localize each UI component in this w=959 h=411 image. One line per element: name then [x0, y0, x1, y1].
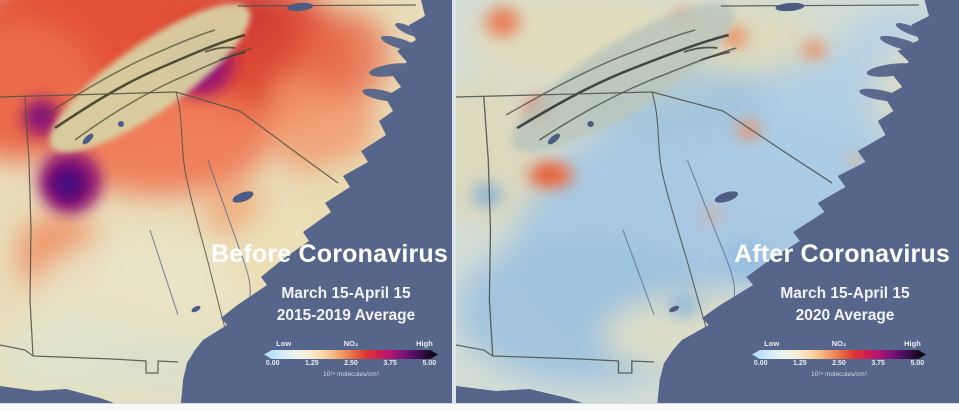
before-subtitle: March 15-April 15 2015-2019 Average: [248, 283, 444, 328]
gulf-coast-water: [456, 386, 583, 403]
atlantic-ocean: [657, 0, 959, 403]
colorbar-low-label: Low: [764, 339, 780, 348]
mountain-ridge: [44, 3, 253, 153]
rivers: [622, 159, 736, 316]
colorbar-tick: 1.25: [793, 360, 807, 367]
colorbar-tick: 1.25: [305, 360, 319, 367]
colorbar-tick: 0.00: [265, 360, 280, 367]
after-subtitle: March 15-April 15 2020 Average: [747, 283, 943, 328]
colorbar-high-label: High: [416, 339, 433, 348]
coastal-sounds: [362, 23, 422, 102]
colorbar-tick: 2.50: [344, 360, 358, 367]
panel-before-coronavirus: Before Coronavirus March 15-April 15 201…: [0, 0, 452, 403]
lakes: [82, 2, 313, 313]
colorbar-tick: 2.50: [832, 360, 846, 367]
after-title: After Coronavirus: [734, 240, 950, 268]
colorbar-units: 10¹⁵ molecules/cm²: [811, 371, 867, 378]
colorbar-tick: 5.00: [910, 360, 925, 367]
lakes: [547, 2, 805, 313]
before-colorbar: Low NO₂ High 0.00 1.25 2.50 3.75 5.00 10…: [264, 339, 438, 378]
before-date-range: March 15-April 15: [281, 285, 411, 302]
bottom-margin-strip: [0, 403, 959, 411]
colorbar-tick: 5.00: [422, 360, 437, 367]
colorbar-gradient-bar: [264, 350, 438, 359]
coastal-sounds: [859, 23, 925, 102]
panel-after-coronavirus: After Coronavirus March 15-April 15 2020…: [456, 0, 959, 403]
mountain-ridge: [505, 3, 737, 153]
state-borders: [456, 4, 919, 374]
rivers: [149, 159, 251, 316]
panel-divider: [452, 0, 456, 403]
before-average-label: 2015-2019 Average: [276, 307, 416, 325]
colorbar-high-label: High: [904, 339, 921, 348]
after-colorbar: Low NO₂ High 0.00 1.25 2.50 3.75 5.00 10…: [752, 339, 926, 378]
after-average-label: 2020 Average: [795, 307, 895, 325]
state-borders: [0, 4, 417, 374]
map-before: [0, 0, 452, 403]
atlantic-ocean: [181, 0, 452, 403]
colorbar-low-label: Low: [276, 339, 292, 348]
colorbar-tick: 0.00: [753, 360, 768, 367]
gulf-coast-water: [0, 386, 114, 403]
colorbar-gas-label: NO₂: [831, 339, 847, 348]
low-pollution-blue-layer: [456, 10, 959, 385]
colorbar-tick: 3.75: [383, 360, 397, 367]
colorbar-units: 10¹⁵ molecules/cm²: [323, 371, 379, 378]
after-date-range: March 15-April 15: [780, 285, 910, 302]
colorbar-tick: 3.75: [871, 360, 885, 367]
colorbar-gas-label: NO₂: [343, 339, 359, 348]
colorbar-gradient-bar: [752, 350, 926, 359]
before-title: Before Coronavirus: [211, 240, 448, 268]
